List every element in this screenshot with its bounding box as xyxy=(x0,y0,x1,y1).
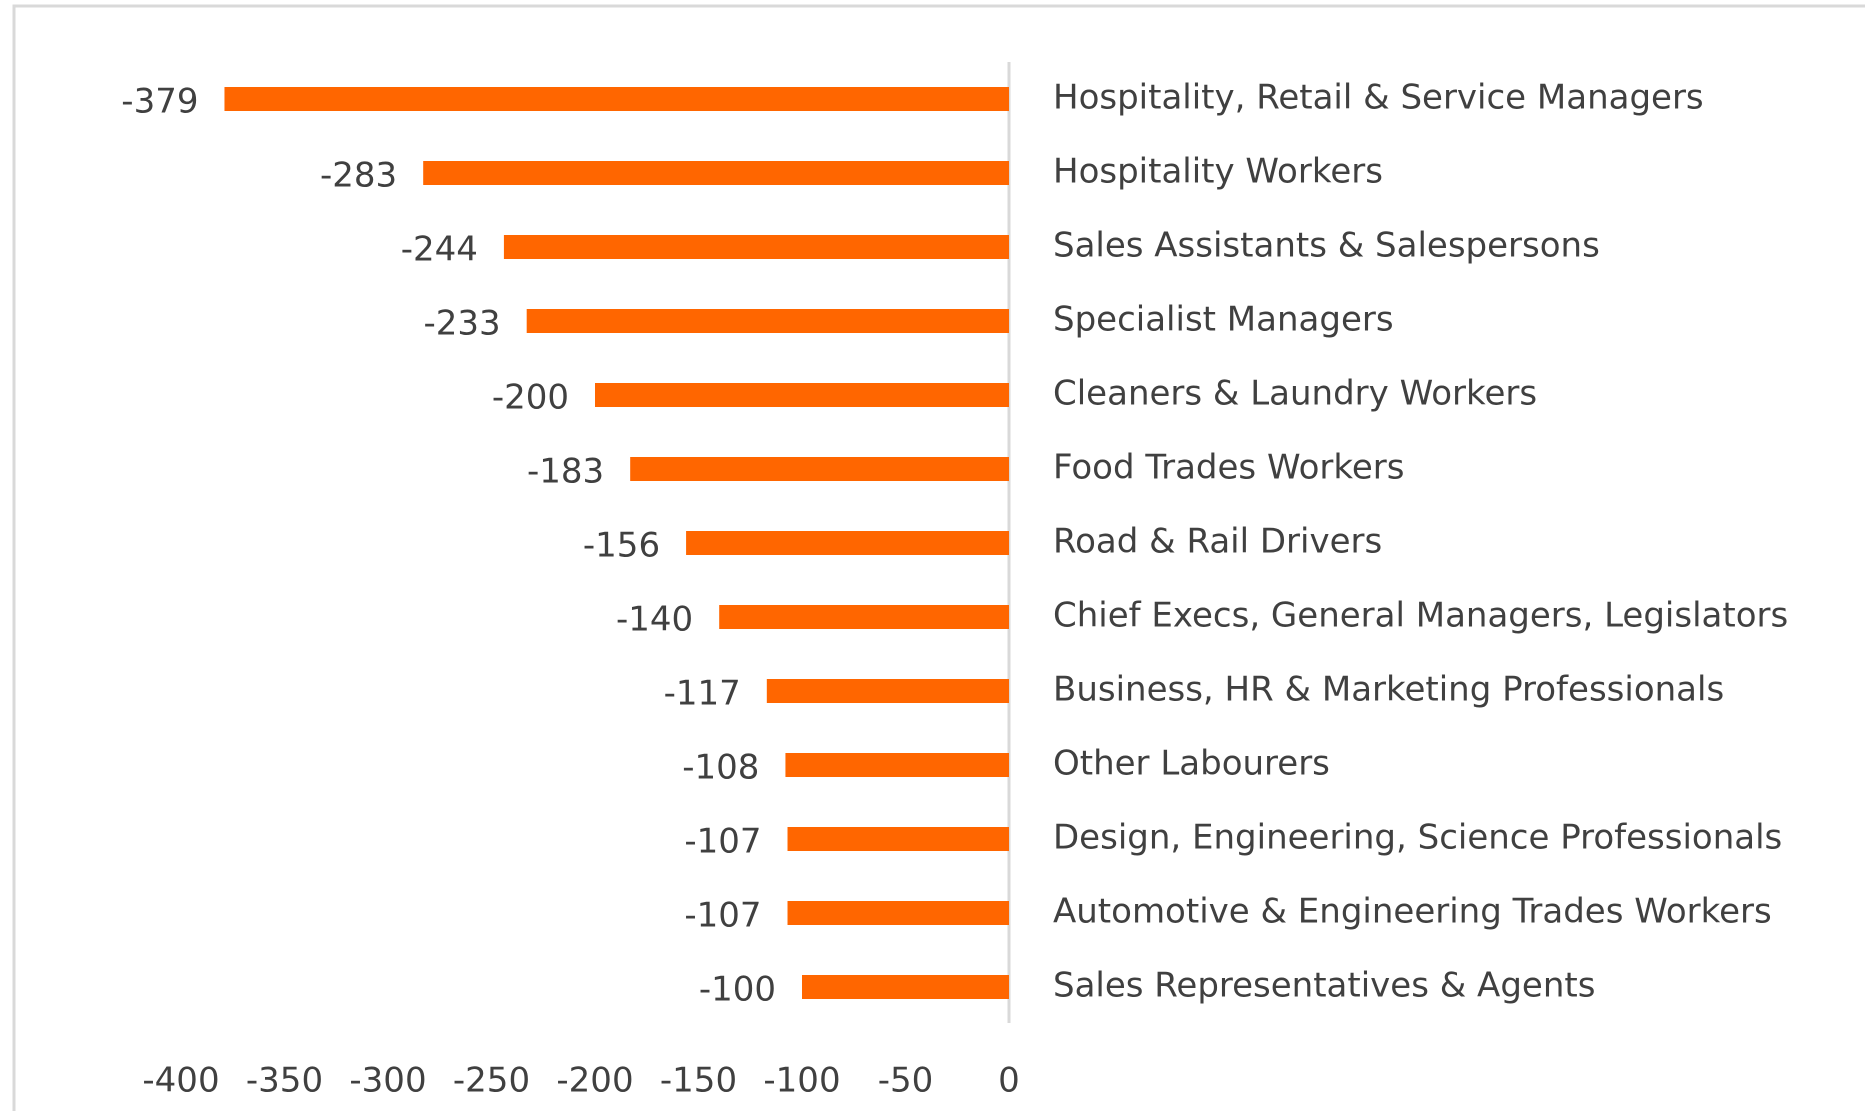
bar xyxy=(766,679,1009,703)
category-label: Cleaners & Laundry Workers xyxy=(1053,374,1537,414)
data-label: -183 xyxy=(527,452,604,492)
bar xyxy=(503,235,1009,259)
category-label: Chief Execs, General Managers, Legislato… xyxy=(1053,596,1788,636)
bar xyxy=(787,827,1009,851)
x-tick-label: -150 xyxy=(660,1061,737,1101)
bar xyxy=(802,975,1009,999)
category-label: Sales Representatives & Agents xyxy=(1053,966,1595,1006)
bar xyxy=(595,383,1009,407)
bar xyxy=(526,309,1009,333)
data-label: -140 xyxy=(616,600,693,640)
x-tick-label: 0 xyxy=(998,1061,1020,1101)
bar xyxy=(785,753,1009,777)
x-tick-label: -250 xyxy=(453,1061,530,1101)
x-tick-label: -350 xyxy=(246,1061,323,1101)
category-label: Hospitality Workers xyxy=(1053,152,1383,192)
category-label: Design, Engineering, Science Professiona… xyxy=(1053,818,1782,858)
data-label: -233 xyxy=(424,304,501,344)
category-label: Other Labourers xyxy=(1053,744,1330,784)
data-label: -156 xyxy=(583,526,660,566)
x-tick-label: -50 xyxy=(878,1061,934,1101)
bar xyxy=(423,161,1009,185)
x-tick-label: -100 xyxy=(763,1061,840,1101)
bar xyxy=(630,457,1009,481)
bar xyxy=(787,901,1009,925)
x-tick-label: -400 xyxy=(142,1061,219,1101)
bar xyxy=(719,605,1009,629)
category-label: Sales Assistants & Salespersons xyxy=(1053,226,1600,266)
data-label: -379 xyxy=(121,82,198,122)
data-label: -107 xyxy=(684,822,761,862)
data-label: -200 xyxy=(492,378,569,418)
data-label: -244 xyxy=(401,230,478,270)
category-label: Food Trades Workers xyxy=(1053,448,1404,488)
x-tick-label: -200 xyxy=(556,1061,633,1101)
data-label: -100 xyxy=(699,970,776,1010)
category-label: Road & Rail Drivers xyxy=(1053,522,1382,562)
x-tick-label: -300 xyxy=(349,1061,426,1101)
category-label: Hospitality, Retail & Service Managers xyxy=(1053,78,1704,118)
category-label: Business, HR & Marketing Professionals xyxy=(1053,670,1724,710)
data-label: -107 xyxy=(684,896,761,936)
category-label: Automotive & Engineering Trades Workers xyxy=(1053,892,1772,932)
bar xyxy=(686,531,1009,555)
category-label: Specialist Managers xyxy=(1053,300,1394,340)
data-label: -108 xyxy=(682,748,759,788)
chart-frame xyxy=(12,4,1865,1111)
data-label: -117 xyxy=(664,674,741,714)
bar xyxy=(224,87,1010,111)
data-label: -283 xyxy=(320,156,397,196)
